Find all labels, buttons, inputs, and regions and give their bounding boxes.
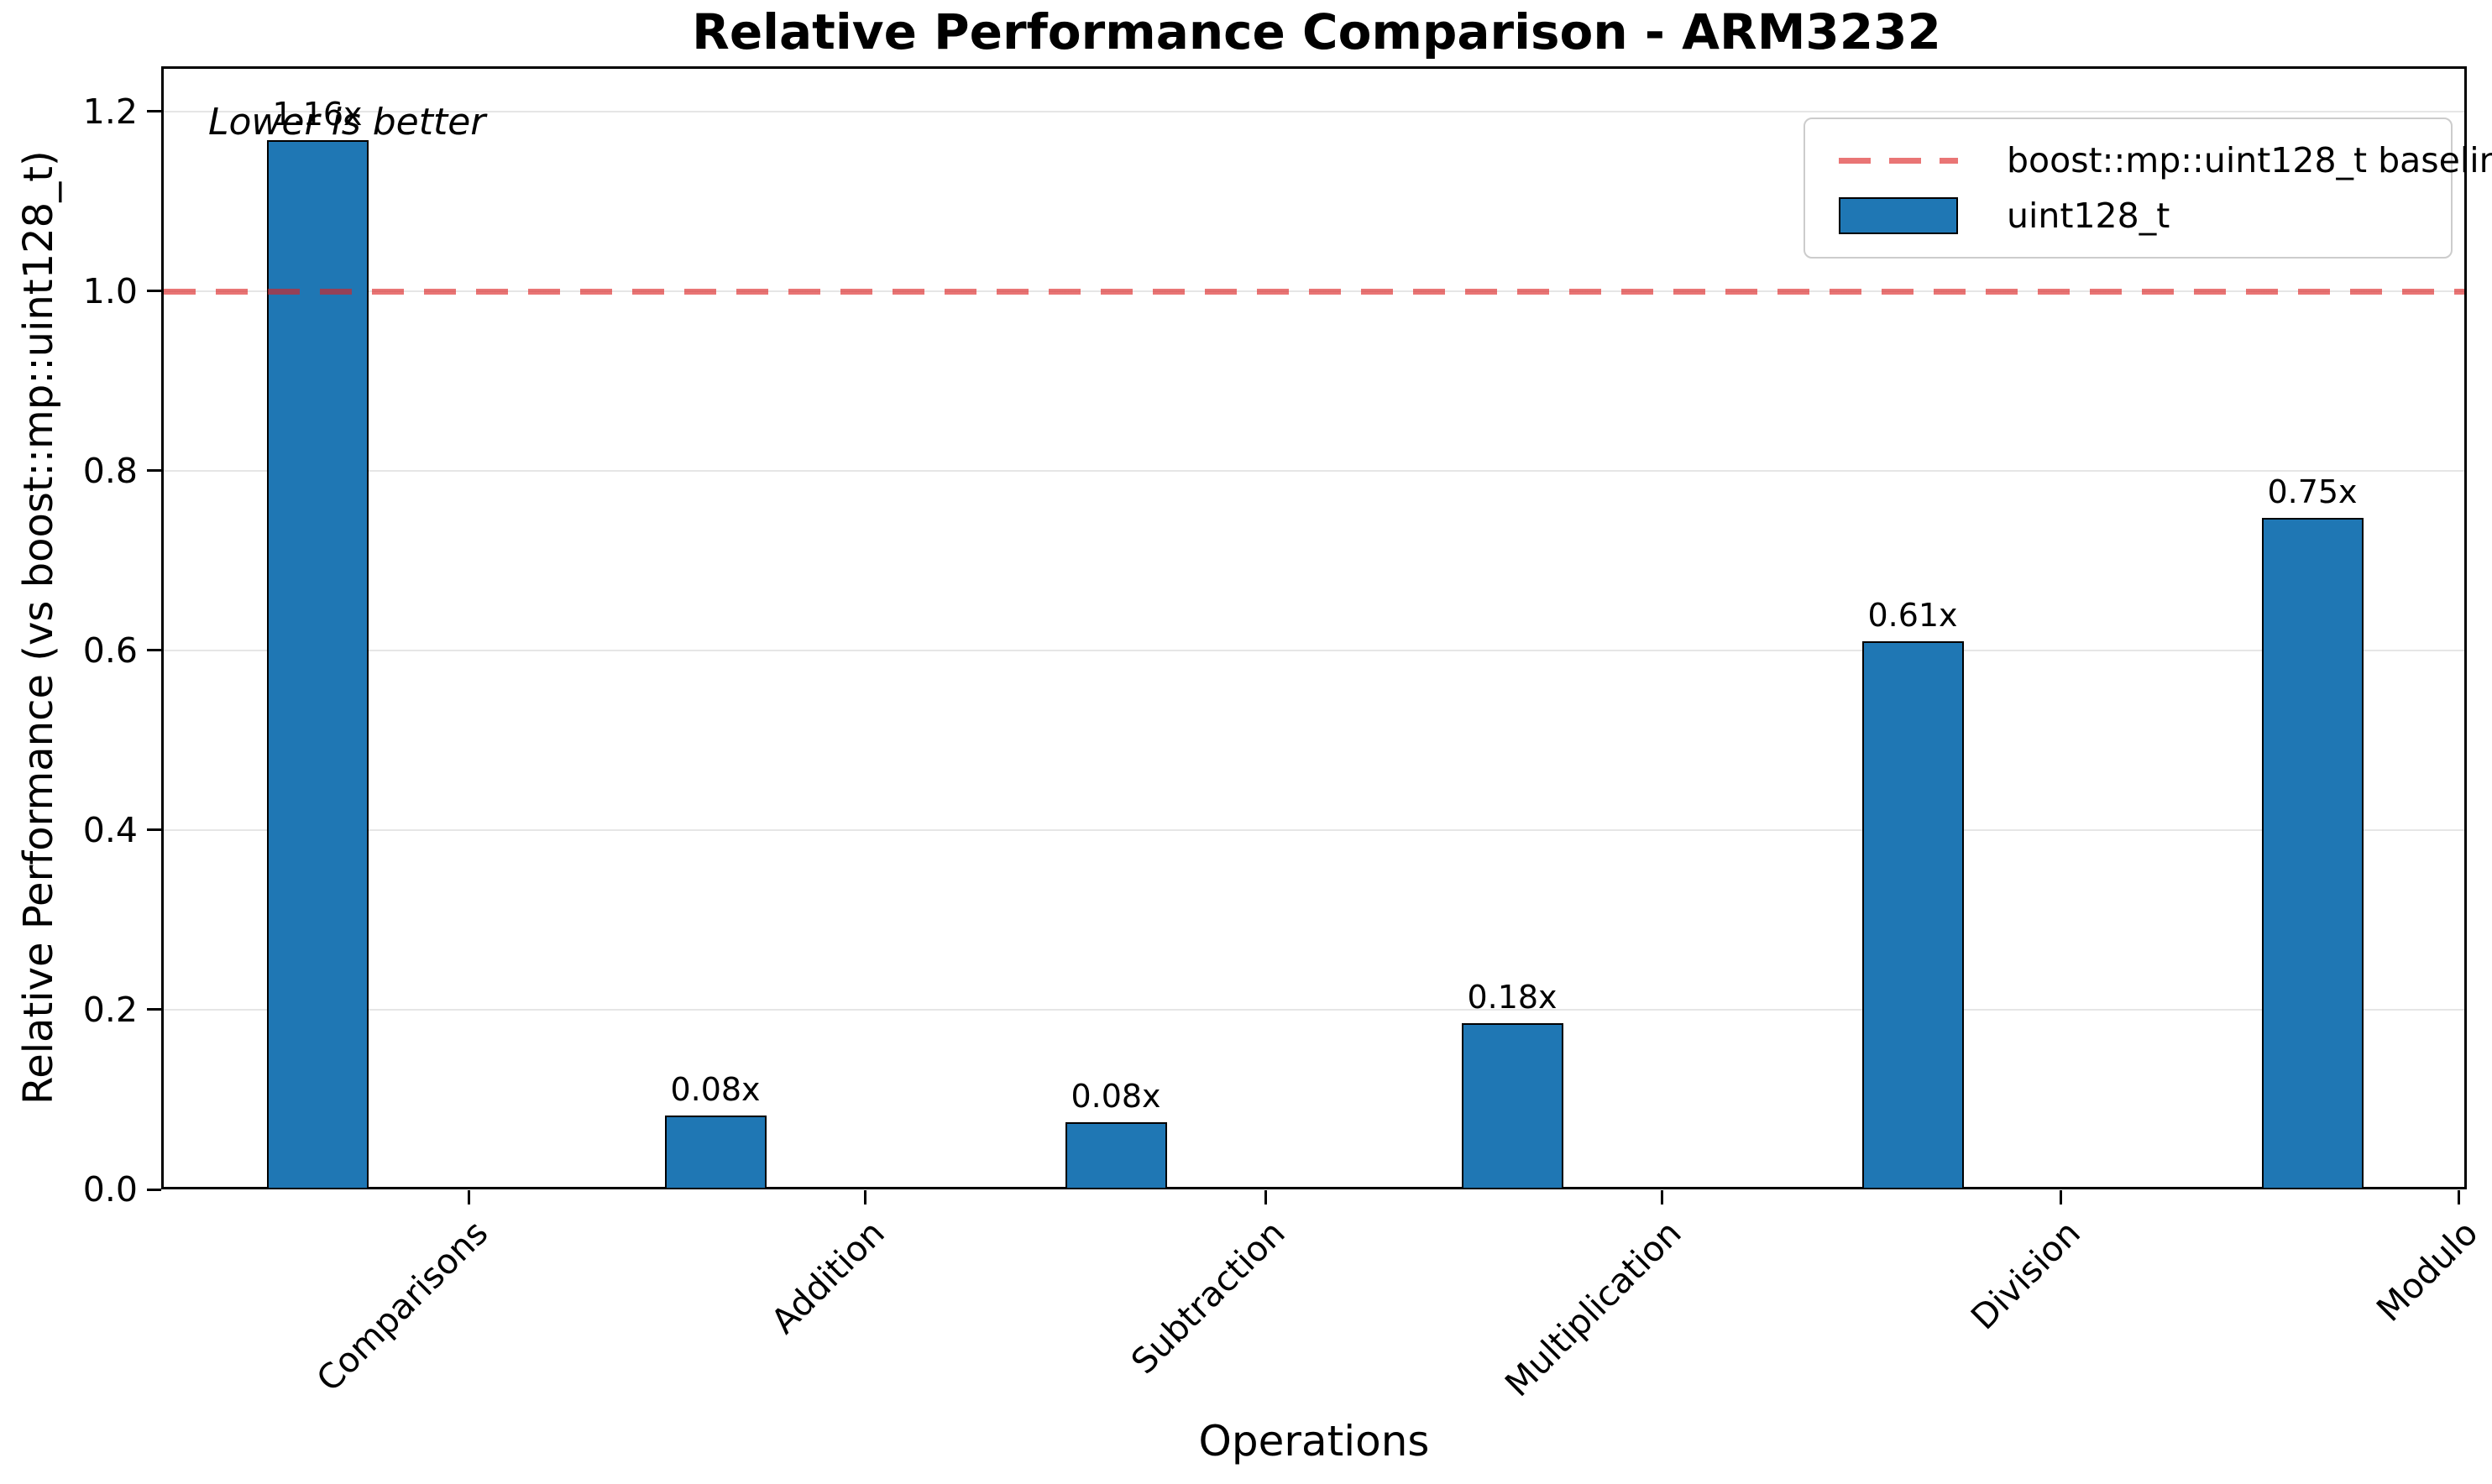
bar-value-label: 0.18x <box>1467 978 1558 1016</box>
x-tick-label-modulo: Modulo <box>2369 1212 2486 1330</box>
gridline <box>164 110 2464 112</box>
y-tick-label: 0.2 <box>82 989 138 1030</box>
legend-series-label: uint128_t <box>2007 196 2170 236</box>
x-tick-mark <box>2457 1190 2460 1204</box>
gridline <box>164 828 2464 831</box>
x-tick-mark <box>467 1190 470 1204</box>
bar-division <box>1861 641 1964 1189</box>
legend-baseline-label: boost::mp::uint128_t baseline <box>2007 140 2492 180</box>
x-tick-label-division: Division <box>1962 1212 2088 1338</box>
bar-addition <box>664 1116 767 1189</box>
bar-comparisons <box>266 139 369 1189</box>
bar-multiplication <box>1461 1022 1563 1189</box>
bar-value-label: 0.08x <box>670 1071 761 1109</box>
y-tick-label: 0.6 <box>82 630 138 671</box>
bar-subtraction <box>1065 1121 1167 1189</box>
x-tick-label-addition: Addition <box>762 1212 893 1342</box>
bar-value-label: 0.75x <box>2267 473 2358 511</box>
y-tick-mark <box>147 290 161 293</box>
gridline <box>164 469 2464 472</box>
legend-row-series: uint128_t <box>1839 196 2426 235</box>
x-tick-mark <box>863 1190 866 1204</box>
bar-value-label: 1.16x <box>272 95 363 133</box>
y-tick-mark <box>147 649 161 652</box>
bar-value-label: 0.08x <box>1071 1077 1161 1115</box>
y-tick-label: 0.0 <box>82 1169 138 1210</box>
y-tick-label: 1.0 <box>82 270 138 311</box>
bar-value-label: 0.61x <box>1867 597 1958 635</box>
y-tick-mark <box>147 1008 161 1011</box>
y-tick-mark <box>147 469 161 473</box>
y-tick-label: 0.8 <box>82 450 138 491</box>
gridline <box>164 649 2464 651</box>
bar-modulo <box>2261 518 2364 1189</box>
x-tick-mark <box>2059 1190 2062 1204</box>
x-tick-label-multiplication: Multiplication <box>1496 1212 1689 1405</box>
y-tick-mark <box>147 110 161 113</box>
y-tick-mark <box>147 1188 161 1191</box>
legend-row-baseline: boost::mp::uint128_t baseline <box>1839 141 2492 180</box>
chart-title: Relative Performance Comparison - ARM323… <box>692 3 1941 60</box>
y-tick-label: 1.2 <box>82 91 138 132</box>
baseline-dashed-line <box>164 288 2464 295</box>
x-axis-label: Operations <box>1198 1417 1430 1466</box>
series-swatch-icon <box>1839 197 1958 234</box>
gridline <box>164 1008 2464 1011</box>
legend: boost::mp::uint128_t baseline uint128_t <box>1804 118 2492 259</box>
x-tick-label-subtraction: Subtraction <box>1123 1212 1293 1382</box>
y-tick-mark <box>147 828 161 832</box>
lower-is-better-annotation: Lower is better <box>208 101 486 144</box>
x-tick-label-comparisons: Comparisons <box>308 1212 496 1400</box>
y-tick-label: 0.4 <box>82 809 138 850</box>
baseline-dash-icon <box>1839 157 1958 164</box>
x-tick-mark <box>1264 1190 1267 1204</box>
x-tick-mark <box>1660 1190 1663 1204</box>
